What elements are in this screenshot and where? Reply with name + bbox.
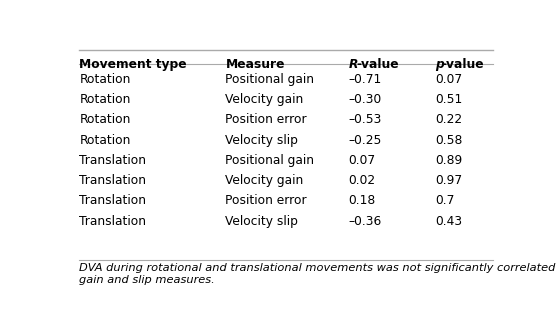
Text: DVA during rotational and translational movements was not significantly correlat: DVA during rotational and translational … [79, 263, 558, 273]
Text: –0.30: –0.30 [349, 93, 382, 106]
Text: Movement type: Movement type [79, 58, 187, 71]
Text: Rotation: Rotation [79, 73, 131, 86]
Text: 0.58: 0.58 [435, 134, 463, 147]
Text: 0.22: 0.22 [435, 113, 462, 126]
Text: 0.97: 0.97 [435, 174, 462, 187]
Text: 0.89: 0.89 [435, 154, 463, 167]
Text: 0.51: 0.51 [435, 93, 463, 106]
Text: Velocity slip: Velocity slip [225, 134, 299, 147]
Text: p: p [435, 58, 444, 71]
Text: Rotation: Rotation [79, 134, 131, 147]
Text: Position error: Position error [225, 113, 307, 126]
Text: –0.53: –0.53 [349, 113, 382, 126]
Text: Rotation: Rotation [79, 113, 131, 126]
Text: Rotation: Rotation [79, 93, 131, 106]
Text: Velocity slip: Velocity slip [225, 215, 299, 228]
Text: Positional gain: Positional gain [225, 154, 314, 167]
Text: Positional gain: Positional gain [225, 73, 314, 86]
Text: 0.02: 0.02 [349, 174, 376, 187]
Text: –0.36: –0.36 [349, 215, 382, 228]
Text: 0.07: 0.07 [349, 154, 376, 167]
Text: –0.25: –0.25 [349, 134, 382, 147]
Text: Translation: Translation [79, 174, 146, 187]
Text: Velocity gain: Velocity gain [225, 93, 304, 106]
Text: -value: -value [441, 58, 484, 71]
Text: Translation: Translation [79, 195, 146, 207]
Text: Velocity gain: Velocity gain [225, 174, 304, 187]
Text: -value: -value [357, 58, 399, 71]
Text: 0.43: 0.43 [435, 215, 462, 228]
Text: 0.7: 0.7 [435, 195, 455, 207]
Text: R: R [349, 58, 358, 71]
Text: Translation: Translation [79, 215, 146, 228]
Text: –0.71: –0.71 [349, 73, 382, 86]
Text: Measure: Measure [225, 58, 285, 71]
Text: 0.07: 0.07 [435, 73, 462, 86]
Text: Translation: Translation [79, 154, 146, 167]
Text: 0.18: 0.18 [349, 195, 376, 207]
Text: gain and slip measures.: gain and slip measures. [79, 274, 215, 284]
Text: Position error: Position error [225, 195, 307, 207]
